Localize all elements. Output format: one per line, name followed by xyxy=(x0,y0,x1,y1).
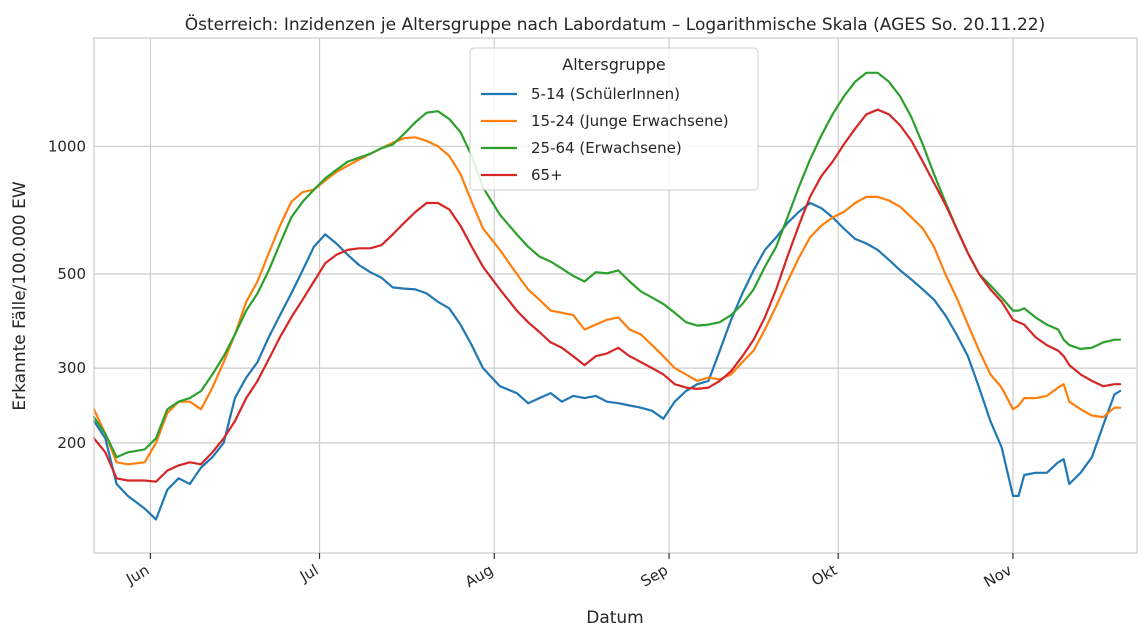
legend-box xyxy=(469,47,759,191)
y-tick-label: 300 xyxy=(57,359,86,377)
chart-title: Österreich: Inzidenzen je Altersgruppe n… xyxy=(185,13,1046,35)
legend-label: 25-64 (Erwachsene) xyxy=(531,139,682,157)
y-tick-label: 500 xyxy=(57,265,86,283)
series-lines xyxy=(92,71,1122,521)
x-tick-label: Jun xyxy=(122,561,152,589)
legend-label: 65+ xyxy=(531,166,563,184)
legend-label: 15-24 (Junge Erwachsene) xyxy=(531,112,729,130)
x-tick-label: Okt xyxy=(808,561,840,590)
legend-title: Altersgruppe xyxy=(562,55,665,74)
x-tick-label: Sep xyxy=(638,561,671,591)
x-axis-ticks: Jun Jul Aug Sep Okt Nov xyxy=(122,553,1015,591)
x-tick-label: Nov xyxy=(981,561,1015,591)
x-tick-label: Jul xyxy=(296,561,322,586)
y-axis-ticks: 200 300 500 1000 xyxy=(48,137,86,452)
y-tick-label: 200 xyxy=(57,434,86,452)
plot-frame xyxy=(93,37,1138,554)
series-line xyxy=(92,201,1122,521)
x-axis-label: Datum xyxy=(586,608,644,628)
x-tick-label: Aug xyxy=(462,561,496,591)
series-line xyxy=(92,108,1122,483)
y-axis-label: Erkannte Fälle/100.000 EW xyxy=(10,181,30,410)
legend-items: 5-14 (SchülerInnen) 15-24 (Junge Erwachse… xyxy=(481,85,729,184)
series-line xyxy=(92,136,1122,466)
legend: Altersgruppe 5-14 (SchülerInnen) 15-24 (J… xyxy=(469,47,759,191)
legend-label: 5-14 (SchülerInnen) xyxy=(531,85,680,103)
y-tick-label: 1000 xyxy=(48,137,86,155)
